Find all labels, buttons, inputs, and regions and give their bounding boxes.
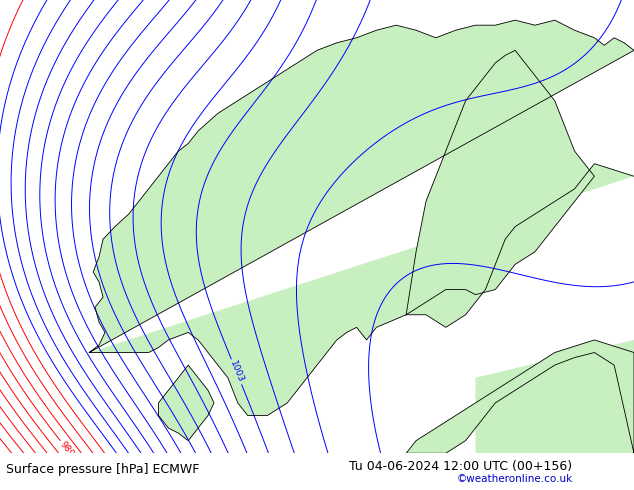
Text: Tu 04-06-2024 12:00 UTC (00+156): Tu 04-06-2024 12:00 UTC (00+156) (349, 460, 572, 473)
Text: 1003: 1003 (228, 360, 245, 384)
Text: 986: 986 (42, 462, 60, 481)
Text: 989: 989 (58, 440, 75, 459)
Polygon shape (406, 50, 595, 315)
Text: ©weatheronline.co.uk: ©weatheronline.co.uk (456, 474, 573, 485)
Polygon shape (158, 365, 214, 441)
Polygon shape (406, 340, 634, 453)
Text: Surface pressure [hPa] ECMWF: Surface pressure [hPa] ECMWF (6, 463, 200, 476)
Polygon shape (89, 20, 634, 416)
Text: 983: 983 (19, 478, 37, 490)
Polygon shape (476, 340, 634, 453)
